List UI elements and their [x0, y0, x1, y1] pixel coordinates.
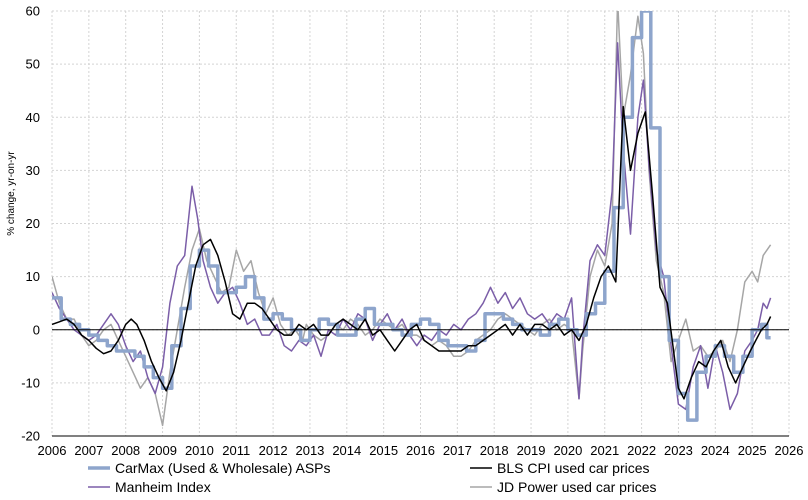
- axes: [52, 329, 789, 437]
- legend-label: CarMax (Used & Wholesale) ASPs: [115, 460, 331, 476]
- y-tick-label: 30: [26, 163, 40, 178]
- x-tick-labels: 2006 2007 2008 2009 2010 2011 2012 2013 2014 2015…: [38, 443, 804, 458]
- x-tick-label: 2025: [738, 443, 767, 458]
- x-tick-label: 2007: [74, 443, 103, 458]
- y-tick-label: 0: [33, 322, 40, 337]
- y-tick-label: 60: [26, 4, 40, 19]
- x-tick-label: 2014: [332, 443, 361, 458]
- x-tick-label: 2015: [369, 443, 398, 458]
- x-tick-label: 2023: [664, 443, 693, 458]
- y-tick-label: 10: [26, 269, 40, 284]
- x-tick-label: 2024: [701, 443, 730, 458]
- x-tick-label: 2022: [627, 443, 656, 458]
- x-tick-label: 2011: [222, 443, 250, 458]
- x-tick-label: 2021: [590, 443, 619, 458]
- y-tick-labels: -20 -10 0 10 20 30 40 50 60: [21, 4, 40, 444]
- y-tick-label: 50: [26, 57, 40, 72]
- series-line-bls-cpi-used-car-prices: [52, 105, 772, 400]
- series-line-carmax-used-wholesale-asps: [52, 11, 771, 422]
- x-tick-label: 2020: [553, 443, 582, 458]
- x-tick-label: 2006: [38, 443, 67, 458]
- grid: [51, 10, 790, 437]
- y-tick-label: 20: [26, 216, 40, 231]
- x-tick-label: 2009: [148, 443, 177, 458]
- y-tick-label: 40: [26, 110, 40, 125]
- x-tick-label: 2018: [480, 443, 509, 458]
- x-tick-label: 2012: [259, 443, 288, 458]
- x-tick-label: 2010: [185, 443, 214, 458]
- y-tick-label: -10: [21, 375, 40, 390]
- legend-label: BLS CPI used car prices: [497, 460, 650, 476]
- y-tick-label: -20: [21, 429, 40, 444]
- x-tick-label: 2026: [775, 443, 804, 458]
- y-axis-title: % change, yr-on-yr: [6, 151, 17, 236]
- x-tick-label: 2017: [443, 443, 472, 458]
- legend-label: Manheim Index: [115, 479, 211, 495]
- x-tick-label: 2016: [406, 443, 435, 458]
- x-tick-label: 2008: [111, 443, 140, 458]
- x-tick-label: 2013: [295, 443, 324, 458]
- legend-label: JD Power used car prices: [497, 479, 657, 495]
- series-line-manheim-index: [52, 42, 772, 411]
- series-line-jd-power-used-car-prices: [52, 11, 772, 427]
- legend: CarMax (Used & Wholesale) ASPs BLS CPI us…: [88, 460, 657, 495]
- series-lines: [52, 11, 772, 427]
- x-tick-label: 2019: [517, 443, 546, 458]
